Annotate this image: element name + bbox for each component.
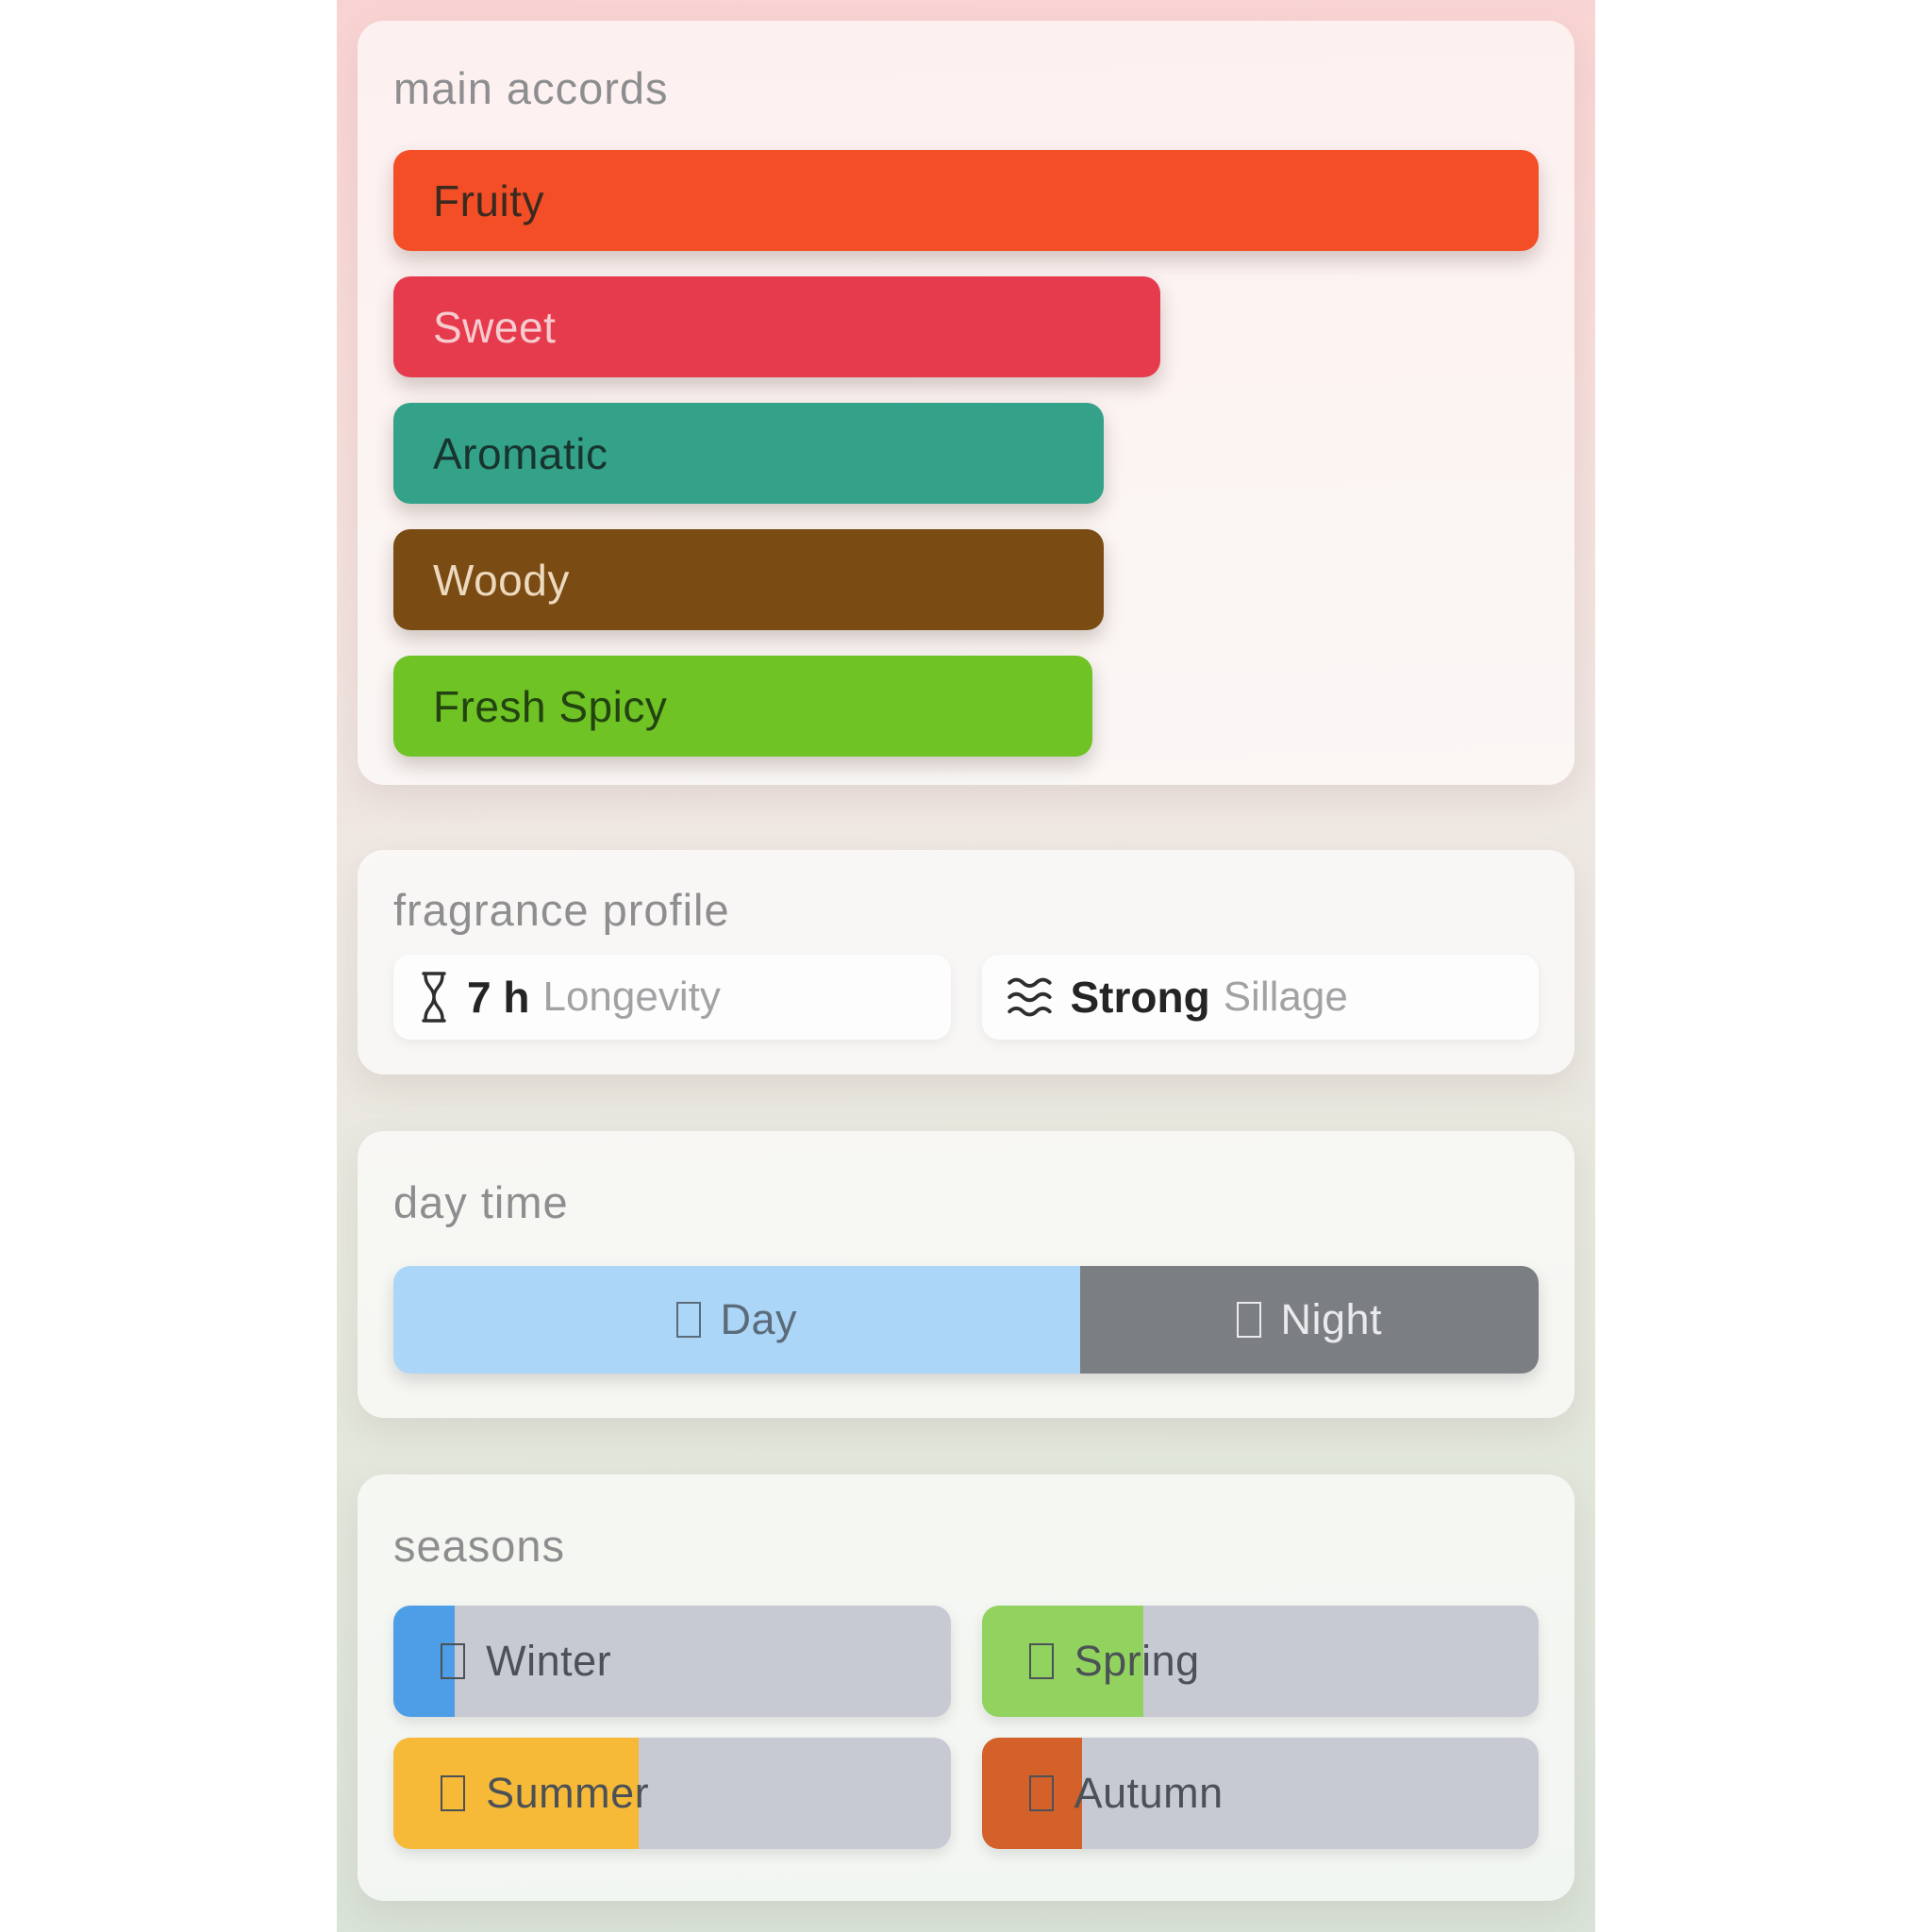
accord-label: Fresh Spicy: [433, 681, 668, 731]
main-accords-title: main accords: [393, 63, 669, 113]
missing-glyph-icon: [1237, 1301, 1262, 1339]
stat-pill-longevity: 7 h Longevity: [393, 955, 951, 1040]
accord-bar-woody: Woody: [393, 529, 1104, 630]
season-label: Autumn: [1074, 1769, 1224, 1817]
season-content: Summer: [393, 1738, 951, 1849]
stat-value: 7 h: [467, 973, 530, 1022]
seasons-grid: Winter Spring Summer Autumn: [393, 1606, 1539, 1849]
accord-label: Woody: [433, 555, 570, 605]
seasons-card: seasons Winter Spring Summer Autumn: [358, 1474, 1574, 1901]
daytime-segment-label: Night: [1280, 1295, 1383, 1343]
daytime-segment-label: Day: [720, 1295, 797, 1343]
day-night-bar: Day Night: [393, 1266, 1539, 1374]
daytime-segment-night: Night: [1080, 1266, 1539, 1374]
accord-label: Aromatic: [433, 428, 608, 478]
missing-glyph-icon: [441, 1642, 466, 1680]
waves-icon: [1007, 976, 1054, 1018]
season-fill-bar: [393, 1738, 639, 1849]
accord-label: Sweet: [433, 302, 557, 352]
season-fill-bar: [981, 1606, 1143, 1717]
missing-glyph-icon: [441, 1774, 466, 1812]
stat-label: Sillage: [1223, 974, 1348, 1020]
stat-pill-sillage: Strong Sillage: [981, 955, 1539, 1040]
accord-label: Fruity: [433, 175, 544, 225]
season-label: Spring: [1074, 1637, 1200, 1685]
season-label: Summer: [486, 1769, 650, 1817]
fragrance-profile-title: fragrance profile: [393, 885, 730, 935]
fragrance-app-screen[interactable]: main accords Fruity Sweet Aromatic Woody…: [337, 0, 1595, 1932]
missing-glyph-icon: [1028, 1642, 1054, 1680]
day-time-title: day time: [393, 1177, 569, 1227]
main-accords-card: main accords Fruity Sweet Aromatic Woody…: [358, 21, 1574, 785]
stat-value: Strong: [1070, 973, 1210, 1022]
daytime-segment-day: Day: [393, 1266, 1081, 1374]
missing-glyph-icon: [676, 1301, 702, 1339]
season-tile-spring: Spring: [981, 1606, 1540, 1717]
season-content: Winter: [393, 1606, 951, 1717]
accord-bar-sweet: Sweet: [393, 276, 1161, 377]
season-content: Spring: [982, 1606, 1540, 1717]
season-tile-summer: Summer: [393, 1738, 951, 1849]
season-content: Autumn: [982, 1738, 1540, 1849]
accord-bar-aromatic: Aromatic: [393, 403, 1104, 504]
accord-bar-fruity: Fruity: [393, 150, 1539, 251]
fragrance-profile-card: fragrance profile 7 h Longevity Strong S…: [358, 850, 1574, 1074]
day-time-card: day time Day Night: [358, 1131, 1574, 1418]
season-label: Winter: [486, 1637, 612, 1685]
stat-label: Longevity: [542, 974, 721, 1020]
profile-stats-row: 7 h Longevity Strong Sillage: [393, 955, 1539, 1040]
hourglass-icon: [418, 970, 450, 1024]
season-tile-winter: Winter: [393, 1606, 951, 1717]
seasons-title: seasons: [393, 1521, 566, 1571]
season-tile-autumn: Autumn: [981, 1738, 1540, 1849]
missing-glyph-icon: [1028, 1774, 1054, 1812]
season-fill-bar: [393, 1606, 455, 1717]
accords-list: Fruity Sweet Aromatic Woody Fresh Spicy: [393, 150, 1539, 757]
season-fill-bar: [981, 1738, 1082, 1849]
accord-bar-fresh-spicy: Fresh Spicy: [393, 656, 1092, 757]
